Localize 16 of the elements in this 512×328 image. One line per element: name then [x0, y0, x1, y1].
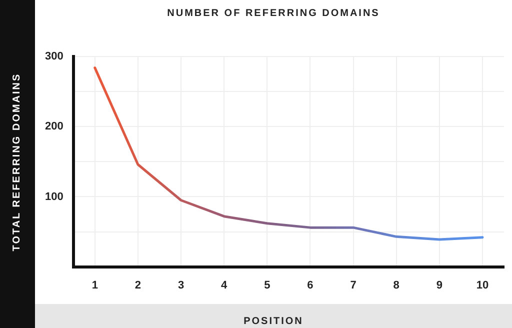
x-tick-label: 4 — [221, 279, 228, 292]
x-tick-label: 6 — [307, 279, 314, 292]
y-tick-label: 300 — [44, 50, 64, 63]
x-tick-label: 3 — [178, 279, 184, 292]
y-axis-title: TOTAL REFERRING DOMAINS — [12, 72, 22, 252]
x-tick-label: 5 — [264, 279, 270, 292]
chart-title: NUMBER OF REFERRING DOMAINS — [166, 8, 381, 19]
x-tick-label: 10 — [476, 279, 489, 292]
y-tick-label: 200 — [44, 120, 64, 133]
x-tick-label: 2 — [134, 279, 142, 292]
x-tick-label: 8 — [393, 279, 400, 292]
x-axis-title: POSITION — [242, 316, 304, 327]
x-tick-label: 7 — [350, 279, 356, 292]
y-tick-label: 100 — [44, 190, 64, 203]
x-tick-label: 1 — [92, 279, 98, 292]
x-tick-label: 9 — [436, 279, 442, 292]
